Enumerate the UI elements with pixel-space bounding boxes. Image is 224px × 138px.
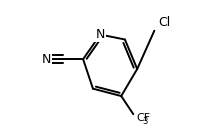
Text: N: N <box>41 53 51 66</box>
Text: CF: CF <box>136 113 150 123</box>
Text: N: N <box>96 28 105 41</box>
Text: Cl: Cl <box>158 16 170 29</box>
Text: 3: 3 <box>143 117 148 126</box>
